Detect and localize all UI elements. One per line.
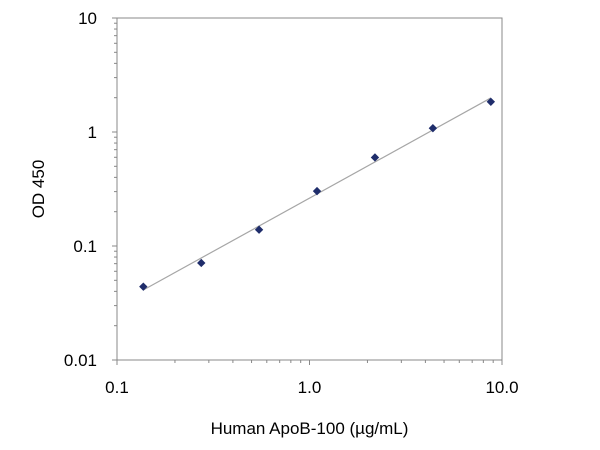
y-tick-label: 1 [88,123,97,142]
data-points [139,97,496,291]
data-point [370,153,380,162]
x-tick-label: 1.0 [298,378,322,397]
y-tick-label: 10 [78,9,97,28]
y-tick-labels: 0.01 0.1 1 10 [64,9,97,370]
x-tick-labels: 0.1 1.0 10.0 [105,378,518,397]
data-point [254,225,264,234]
data-point [428,123,438,133]
data-point [197,258,206,268]
x-axis-title: Human ApoB-100 (µg/mL) [211,419,409,438]
axis-ticks [112,17,503,365]
data-point [486,97,496,107]
plot-frame [116,17,503,361]
y-axis-title: OD 450 [29,160,48,219]
y-tick-label: 0.01 [64,351,97,370]
data-point [312,186,322,196]
data-point [139,282,148,291]
x-tick-label: 10.0 [485,378,518,397]
plot-area-border [116,17,503,361]
x-tick-label: 0.1 [105,378,129,397]
y-tick-label: 0.1 [73,237,97,256]
